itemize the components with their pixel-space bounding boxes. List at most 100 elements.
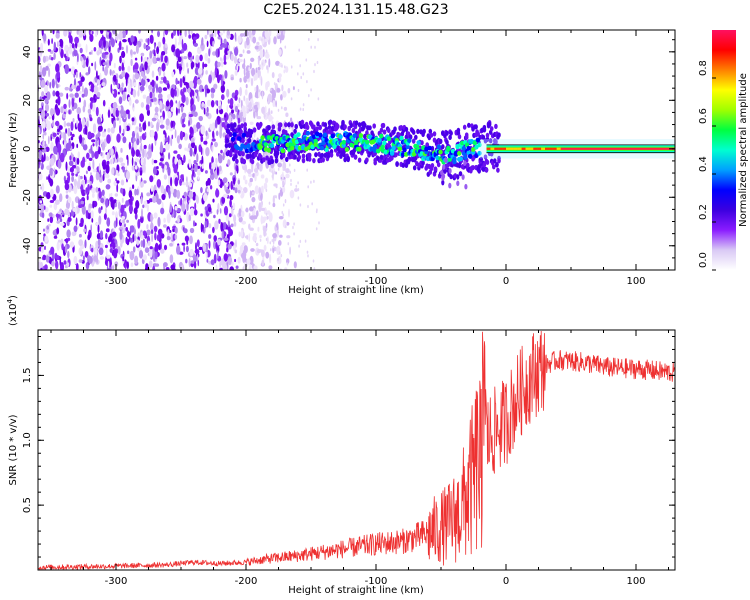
noise-blob — [165, 125, 169, 130]
noise-blob — [159, 158, 164, 162]
noise-blob — [77, 112, 80, 120]
noise-blob — [182, 118, 185, 125]
noise-blob — [302, 72, 305, 76]
noise-blob — [73, 178, 77, 187]
noise-blob — [217, 100, 222, 107]
noise-blob — [233, 245, 236, 252]
noise-blob — [204, 87, 207, 98]
noise-blob — [167, 111, 172, 119]
noise-blob — [49, 216, 54, 224]
noise-blob — [153, 225, 158, 233]
noise-blob — [174, 177, 179, 187]
noise-blob — [128, 190, 133, 199]
noise-blob — [140, 55, 143, 63]
noise-blob — [311, 202, 314, 206]
noise-blob — [99, 84, 102, 90]
noise-blob — [258, 89, 261, 93]
signal-blob — [260, 135, 265, 141]
noise-blob — [80, 200, 85, 205]
signal-blob — [323, 152, 328, 158]
noise-blob — [192, 163, 195, 169]
noise-blob — [105, 184, 111, 190]
noise-blob — [157, 228, 163, 236]
noise-blob — [118, 40, 122, 51]
colorbar-tick-label: 0.6 — [698, 108, 709, 124]
noise-blob — [193, 42, 198, 47]
noise-blob — [125, 170, 131, 180]
spectrogram-x-ticks: -300 -200 -100 0 100 — [50, 30, 669, 287]
noise-blob — [140, 70, 145, 77]
snr-x-axis-label: Height of straight line (km) — [288, 585, 424, 596]
noise-blob — [163, 244, 168, 251]
signal-blob — [242, 158, 246, 164]
noise-blob — [212, 198, 215, 203]
noise-blob — [266, 65, 269, 70]
noise-blob — [231, 207, 234, 217]
noise-blob — [122, 167, 125, 173]
noise-blob — [45, 254, 50, 263]
noise-blob — [82, 143, 88, 151]
signal-blob — [399, 135, 404, 141]
noise-blob — [180, 105, 184, 113]
noise-blob — [285, 112, 289, 118]
noise-blob — [205, 180, 209, 187]
noise-blob — [150, 121, 153, 128]
signal-blob — [429, 132, 434, 138]
noise-blob — [299, 64, 302, 68]
noise-blob — [104, 206, 108, 215]
noise-blob — [183, 56, 188, 60]
noise-blob — [266, 236, 269, 245]
noise-blob — [55, 213, 61, 218]
signal-blob — [375, 148, 381, 154]
noise-blob — [282, 90, 287, 98]
signal-blob — [296, 150, 301, 156]
signal-blob — [321, 157, 326, 163]
noise-blob — [102, 161, 106, 170]
signal-blob — [290, 122, 294, 128]
noise-blob — [88, 256, 93, 264]
noise-blob — [203, 192, 208, 202]
noise-blob — [99, 191, 102, 197]
noise-blob — [255, 242, 259, 247]
noise-blob — [275, 195, 278, 199]
noise-blob — [196, 153, 199, 163]
noise-blob — [245, 164, 248, 173]
noise-blob — [225, 214, 230, 222]
noise-blob — [275, 171, 278, 175]
noise-blob — [194, 89, 199, 93]
noise-blob — [245, 105, 248, 113]
noise-blob — [52, 132, 57, 138]
noise-blob — [137, 90, 140, 97]
noise-blob — [63, 132, 67, 143]
noise-blob — [69, 42, 72, 49]
noise-blob — [194, 202, 197, 211]
noise-blob — [209, 123, 213, 130]
noise-blob — [81, 93, 85, 98]
noise-blob — [79, 90, 82, 95]
noise-blob — [237, 189, 241, 194]
noise-blob — [242, 110, 247, 119]
noise-blob — [47, 48, 52, 52]
noise-blob — [49, 178, 54, 187]
noise-blob — [56, 71, 61, 79]
noise-blob — [258, 36, 263, 41]
noise-blob — [177, 159, 182, 165]
noise-blob — [206, 258, 209, 263]
noise-blob — [171, 44, 176, 53]
noise-blob — [146, 192, 151, 197]
noise-blob — [119, 124, 122, 134]
noise-blob — [120, 179, 125, 186]
noise-blob — [75, 263, 79, 270]
noise-blob — [149, 175, 154, 183]
noise-blob — [273, 36, 277, 45]
noise-blob — [134, 188, 137, 196]
noise-blob — [66, 262, 70, 267]
noise-blob — [56, 220, 60, 224]
signal-blob — [358, 133, 364, 138]
noise-blob — [298, 48, 301, 52]
noise-blob — [174, 205, 178, 211]
noise-blob — [306, 80, 308, 84]
signal-blob — [466, 162, 470, 168]
signal-blob — [296, 132, 301, 138]
noise-blob — [106, 134, 111, 144]
